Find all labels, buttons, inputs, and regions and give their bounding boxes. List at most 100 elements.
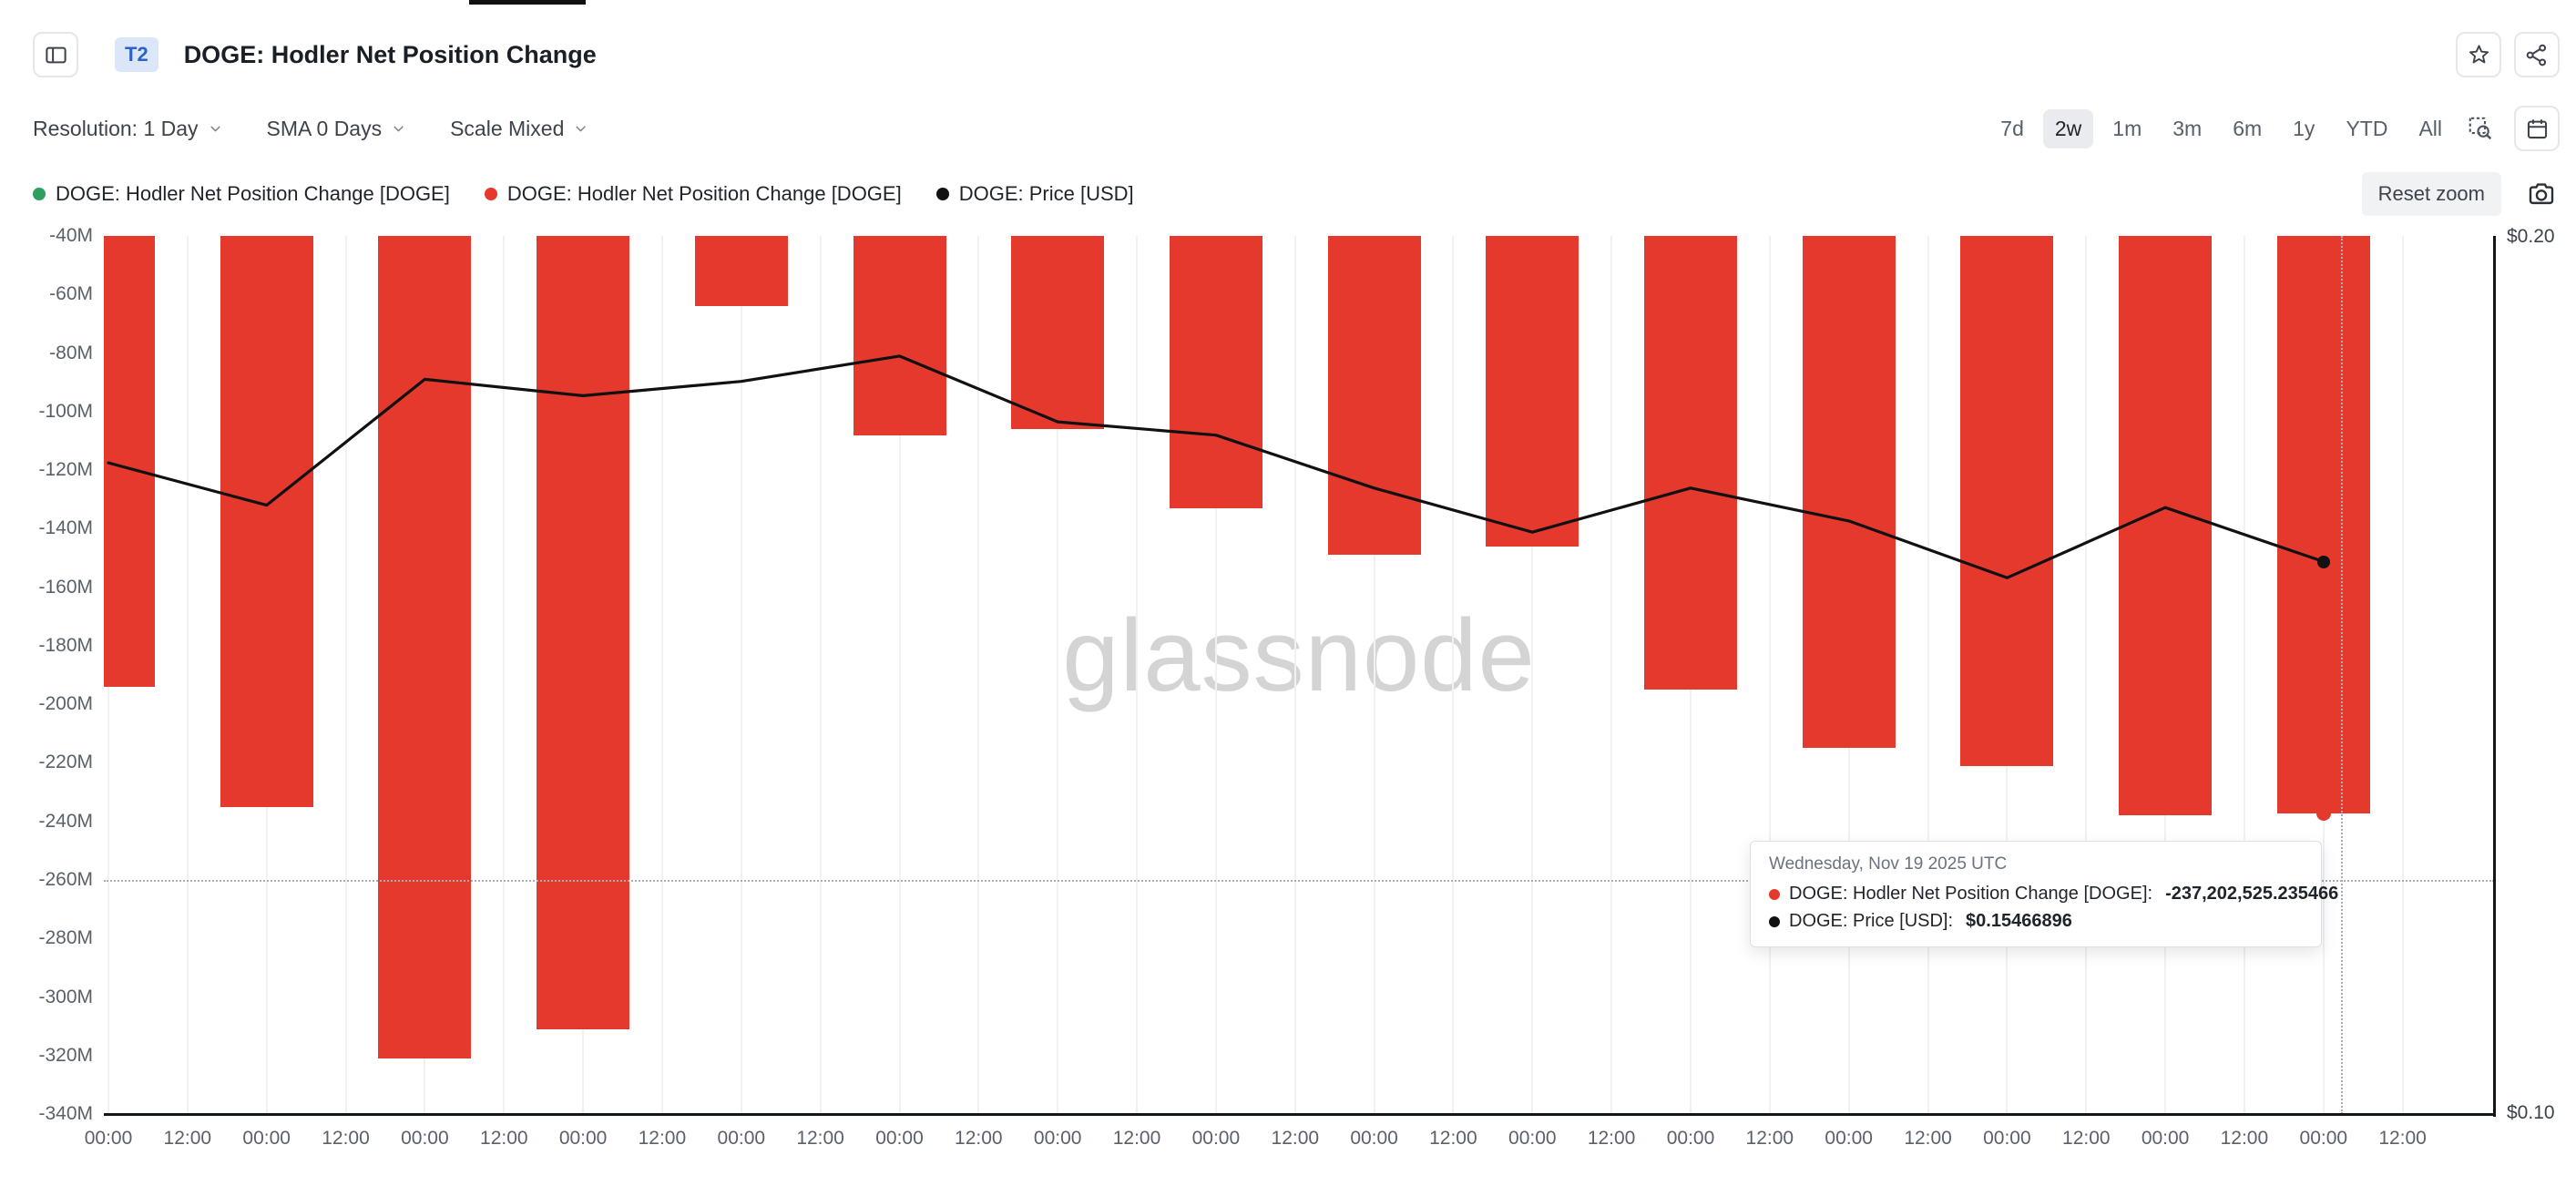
x-axis-label: 00:00 [1825,1128,1873,1149]
x-axis-label: 12:00 [796,1128,844,1149]
share-button[interactable] [2514,32,2560,77]
scale-dropdown[interactable]: Scale Mixed [450,117,588,141]
x-axis-label: 12:00 [163,1128,212,1149]
gridline [186,236,189,1114]
page-title: DOGE: Hodler Net Position Change [183,40,597,68]
bar[interactable] [1802,236,1896,749]
tooltip-value: $0.15466896 [1966,911,2072,931]
crosshair-vertical [2340,236,2343,1114]
legend-label: DOGE: Hodler Net Position Change [DOGE] [506,182,902,205]
favorite-button[interactable] [2456,32,2501,77]
sidebar-toggle-button[interactable] [33,32,78,77]
price-hover-marker [2316,555,2330,568]
legend-dot-black [935,188,949,200]
x-axis-label: 00:00 [1508,1128,1557,1149]
gridline [1214,236,1217,1114]
range-button-all[interactable]: All [2407,109,2454,148]
range-button-7d[interactable]: 7d [1988,109,2036,148]
bar[interactable] [2119,236,2213,816]
calendar-button[interactable] [2514,106,2560,151]
x-axis-label: 12:00 [1112,1128,1161,1149]
y-axis-label: -220M [38,751,93,773]
bar[interactable] [1960,236,2054,766]
legend-row: DOGE: Hodler Net Position Change [DOGE] … [0,169,2576,219]
bar[interactable] [694,236,788,307]
camera-icon [2529,183,2554,205]
resolution-dropdown[interactable]: Resolution: 1 Day [33,117,223,141]
x-axis-label: 12:00 [1904,1128,1952,1149]
screenshot-button[interactable] [2527,179,2556,209]
range-button-6m[interactable]: 6m [2221,109,2274,148]
gridline [1531,236,1534,1114]
chevron-down-icon [394,126,404,131]
x-axis-label: 12:00 [2062,1128,2111,1149]
x-axis-label: 00:00 [717,1128,766,1149]
top-edge-artifact [469,0,586,5]
legend-item-hodler-npc-green[interactable]: DOGE: Hodler Net Position Change [DOGE] [33,182,450,206]
reset-zoom-button[interactable]: Reset zoom [2361,172,2501,216]
t2-badge[interactable]: T2 [115,37,158,72]
plot-area[interactable]: glassnode Wednesday, Nov 19 2025 UTC DOG… [104,236,2494,1114]
bar[interactable] [1644,236,1737,690]
y-axis-label: -60M [49,283,93,305]
bar[interactable] [104,236,155,687]
tooltip-dot-red [1769,888,1780,900]
range-button-2w[interactable]: 2w [2042,108,2094,148]
gridline [1452,236,1455,1114]
chart-tooltip: Wednesday, Nov 19 2025 UTC DOGE: Hodler … [1750,841,2338,947]
x-axis-label: 00:00 [401,1128,449,1149]
y-axis-label: -340M [38,1103,93,1124]
box-zoom-button[interactable] [2461,111,2499,146]
bar[interactable] [1486,236,1579,547]
gridline [1293,236,1296,1114]
toolbar: Resolution: 1 Day SMA 0 Days Scale Mixed… [0,102,2576,155]
x-axis-label: 12:00 [1587,1128,1636,1149]
legend-item-hodler-npc-red[interactable]: DOGE: Hodler Net Position Change [DOGE] [484,182,902,206]
x-axis-label: 00:00 [242,1128,291,1149]
chevron-down-icon [210,126,220,131]
star-icon [2469,44,2489,63]
bar[interactable] [537,236,630,1029]
gridline [2085,236,2088,1114]
gridline [2243,236,2245,1114]
legend-dot-green [33,188,46,200]
x-axis-label: 00:00 [2141,1128,2190,1149]
bar[interactable] [378,236,472,1058]
x-axis-label: 00:00 [875,1128,924,1149]
bar[interactable] [853,236,946,435]
bar[interactable] [1011,236,1105,430]
y-axis-label: -200M [38,693,93,715]
gridline [977,236,980,1114]
sma-label: SMA 0 Days [266,116,383,140]
legend-item-price[interactable]: DOGE: Price [USD] [935,182,1134,206]
legend-label: DOGE: Price [USD] [958,182,1134,205]
right-axis-label-bottom: $0.10 [2507,1102,2555,1123]
y-axis-left: -40M -60M -80M -100M -120M -140M -160M -180M -20… [0,0,97,1186]
tooltip-row-hodler: DOGE: Hodler Net Position Change [DOGE]:… [1769,884,2338,905]
bottom-axis-line [104,1113,2496,1116]
x-axis-label: 00:00 [1191,1128,1241,1149]
header: T2 DOGE: Hodler Net Position Change [0,4,2576,106]
price-line [107,354,2326,579]
x-axis-label: 00:00 [1666,1128,1715,1149]
right-axis-line [2493,236,2496,1117]
bar[interactable] [2276,236,2370,813]
range-button-1m[interactable]: 1m [2101,109,2153,148]
x-axis-label: 00:00 [1983,1128,2031,1149]
range-button-3m[interactable]: 3m [2161,109,2213,148]
gridline [1373,236,1375,1114]
range-button-ytd[interactable]: YTD [2334,109,2399,148]
x-axis-label: 12:00 [955,1128,1003,1149]
y-axis-label: -80M [49,342,93,363]
bar[interactable] [1327,236,1421,556]
bar[interactable] [1169,236,1262,508]
gridline [1927,236,1929,1114]
x-axis-label: 12:00 [480,1128,528,1149]
sma-dropdown[interactable]: SMA 0 Days [267,117,407,141]
bar[interactable] [220,236,313,807]
range-button-1y[interactable]: 1y [2281,109,2326,148]
x-axis-label: 12:00 [2220,1128,2269,1149]
x-axis-label: 12:00 [2378,1128,2427,1149]
